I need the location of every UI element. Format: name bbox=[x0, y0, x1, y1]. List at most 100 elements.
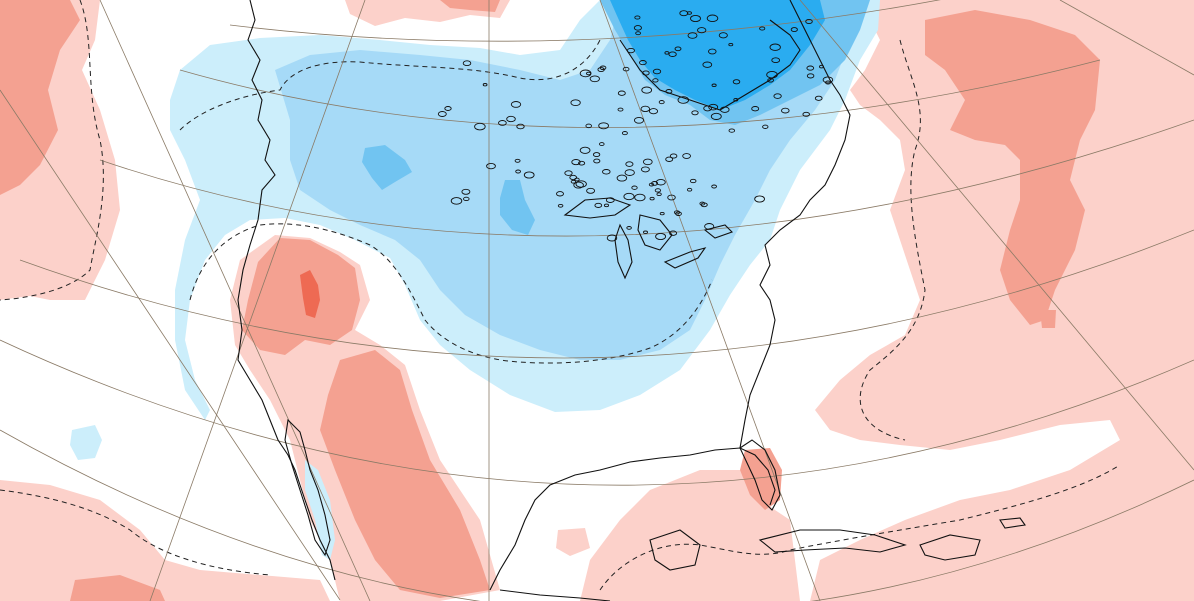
lake-outline bbox=[769, 43, 781, 51]
dashed-contour-interior bbox=[189, 223, 713, 364]
lake-outline bbox=[598, 122, 609, 130]
lake-outline bbox=[586, 187, 596, 194]
coastline-florida bbox=[739, 439, 781, 511]
lake-outline bbox=[556, 191, 564, 197]
lake-outline bbox=[802, 111, 810, 117]
lake-outline bbox=[585, 123, 592, 129]
coastline-central-america bbox=[499, 589, 611, 601]
lake-outline bbox=[597, 67, 605, 73]
lake-outline bbox=[463, 196, 470, 202]
dashed-contours bbox=[0, 0, 1121, 591]
latitude-line-3 bbox=[99, 119, 1194, 237]
lake-outline bbox=[665, 89, 673, 94]
coastline-cuba bbox=[758, 529, 907, 553]
longitude-line-6 bbox=[799, 0, 1194, 471]
lake-outline bbox=[621, 131, 628, 136]
lake-outline bbox=[708, 103, 719, 111]
lake-outline bbox=[754, 195, 765, 203]
lake-outline bbox=[579, 69, 592, 78]
great-lake-michigan bbox=[614, 223, 633, 280]
warm-region-eastern-pacific bbox=[0, 480, 330, 601]
lake-outline bbox=[575, 180, 587, 188]
lake-outline bbox=[602, 169, 611, 175]
lake-outline bbox=[762, 124, 769, 129]
lake-outline bbox=[603, 203, 610, 208]
great-lake-huron bbox=[637, 214, 673, 251]
lake-outline bbox=[571, 159, 581, 166]
lake-outline bbox=[523, 171, 535, 179]
lake-outline bbox=[651, 181, 659, 186]
lake-outline bbox=[605, 197, 615, 203]
lake-outline bbox=[634, 15, 641, 20]
lake-outline bbox=[825, 80, 831, 85]
lake-outline bbox=[564, 170, 573, 176]
lake-outline bbox=[589, 75, 600, 83]
lake-outline bbox=[654, 188, 662, 193]
lake-outline bbox=[669, 230, 678, 236]
warm-region-north-atlantic-core bbox=[925, 10, 1100, 325]
lake-outline bbox=[652, 78, 659, 83]
lake-outline bbox=[616, 174, 628, 182]
lake-outline bbox=[515, 169, 521, 174]
lake-outline bbox=[686, 187, 693, 192]
lake-outline bbox=[711, 184, 717, 189]
lake-outline bbox=[643, 230, 648, 234]
lake-outline bbox=[751, 106, 760, 112]
coastline-pacific bbox=[237, 0, 336, 581]
warm-region-eastern-pacific-core bbox=[70, 575, 165, 601]
lake-outline bbox=[771, 57, 781, 64]
lake-outline bbox=[718, 32, 728, 39]
lake-outline bbox=[498, 120, 507, 126]
scattered-lakes bbox=[437, 10, 834, 242]
warm-region-atlantic-spot bbox=[1040, 310, 1056, 328]
lake-outline bbox=[510, 101, 522, 108]
lake-outline bbox=[667, 194, 676, 201]
lake-outline bbox=[690, 14, 701, 23]
lake-outline bbox=[642, 70, 650, 76]
lake-outline bbox=[658, 100, 665, 105]
lake-outline bbox=[648, 108, 659, 115]
lake-outline bbox=[674, 46, 682, 52]
lake-outline bbox=[728, 128, 736, 133]
lake-outline bbox=[573, 181, 584, 189]
lake-outline bbox=[516, 123, 525, 130]
lake-outline bbox=[668, 51, 677, 57]
lake-outline bbox=[578, 160, 586, 166]
lake-outline bbox=[766, 70, 778, 79]
lake-outline bbox=[642, 158, 653, 166]
longitude-line-5 bbox=[599, 0, 821, 601]
lake-outline bbox=[659, 211, 665, 216]
lake-outline bbox=[686, 11, 692, 15]
lake-outline bbox=[710, 112, 722, 120]
lake-outline bbox=[617, 107, 624, 112]
dashed-contour-canada bbox=[179, 39, 601, 131]
lake-outline bbox=[773, 93, 782, 99]
lake-outline bbox=[506, 115, 516, 123]
lake-outline bbox=[691, 110, 699, 116]
warm-region-caribbean bbox=[580, 470, 800, 601]
warm-region-top-center-core bbox=[440, 0, 500, 12]
lake-outline bbox=[733, 97, 739, 102]
lake-outline bbox=[606, 234, 618, 242]
lake-outline bbox=[639, 60, 647, 66]
longitude-line-7 bbox=[1059, 0, 1194, 76]
coastline-yucatan bbox=[649, 529, 701, 571]
lake-outline bbox=[673, 210, 681, 215]
coastline-hudson-bay bbox=[619, 19, 801, 111]
lake-outline bbox=[682, 153, 691, 159]
lake-outline bbox=[687, 32, 698, 39]
lake-outline bbox=[702, 61, 713, 68]
lake-outline bbox=[805, 18, 813, 25]
lake-outline bbox=[708, 48, 717, 55]
dashed-contour-south bbox=[0, 489, 271, 576]
dashed-contour-caribbean bbox=[599, 464, 1121, 591]
cold-region-plains-spot bbox=[500, 180, 535, 235]
latitude-line-4 bbox=[19, 229, 1194, 359]
lake-outline bbox=[626, 47, 635, 54]
longitude-line-1 bbox=[0, 89, 341, 601]
cold-region-gulf-of-california bbox=[305, 460, 335, 560]
lake-outline bbox=[656, 192, 662, 197]
lake-outline bbox=[759, 26, 766, 31]
lake-outline bbox=[450, 197, 463, 205]
